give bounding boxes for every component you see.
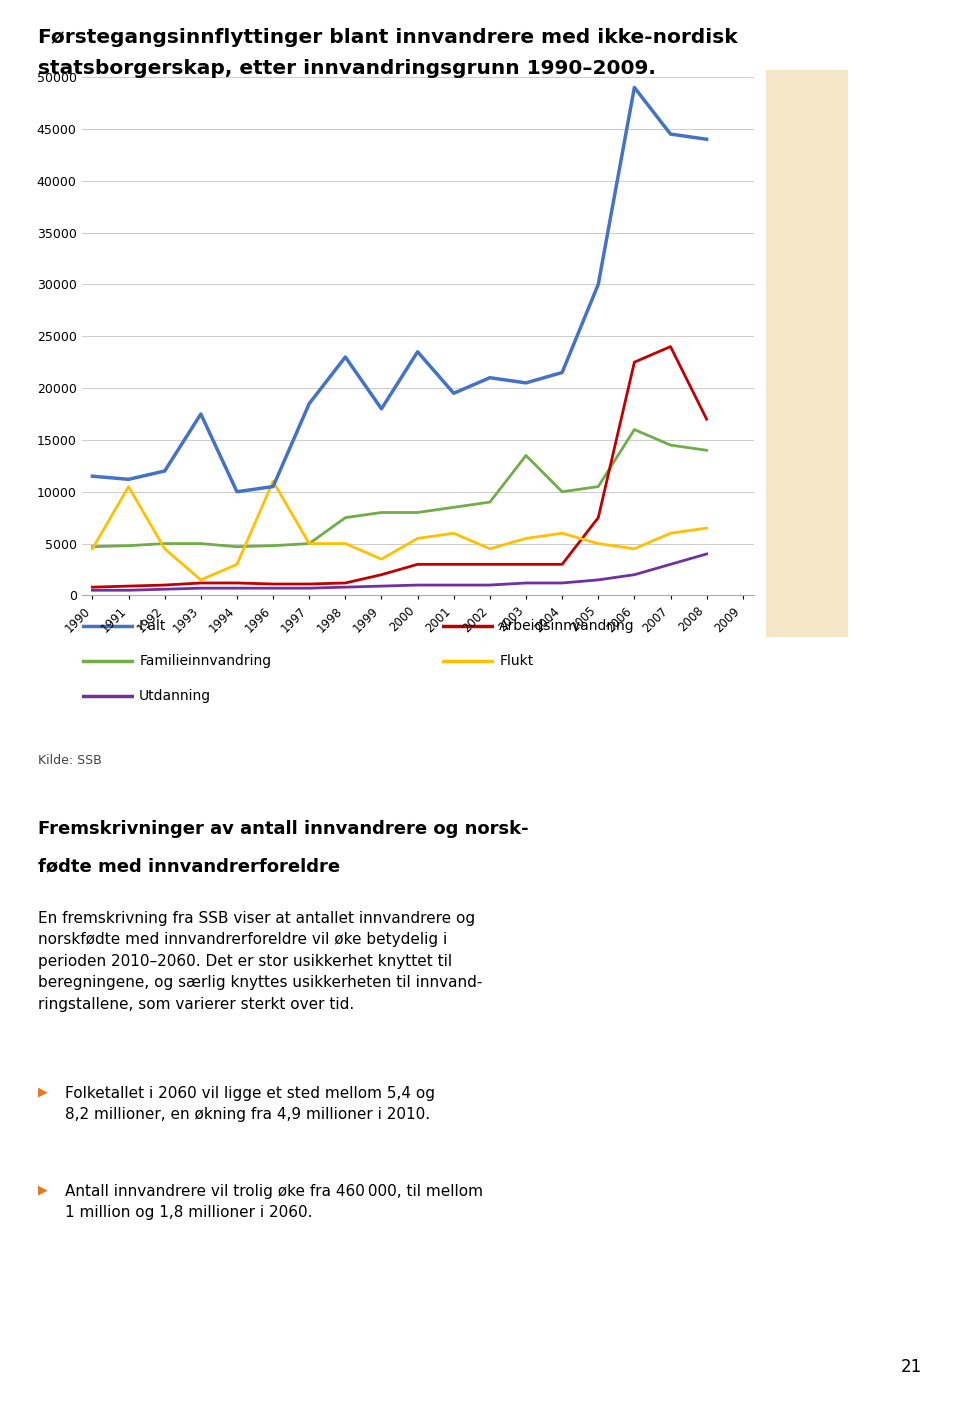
Text: Antall innvandrere vil trolig øke fra 460 000, til mellom
1 million og 1,8 milli: Antall innvandrere vil trolig øke fra 46… xyxy=(65,1184,483,1220)
Text: En fremskrivning fra SSB viser at antallet innvandrere og
norskfødte med innvand: En fremskrivning fra SSB viser at antall… xyxy=(38,911,483,1012)
Text: Førstegangsinnflyttinger blant innvandrere med ikke-nordisk: Førstegangsinnflyttinger blant innvandre… xyxy=(38,28,738,48)
Text: ▶: ▶ xyxy=(38,1086,48,1098)
Text: ▶: ▶ xyxy=(38,1184,48,1196)
Text: Kilde: SSB: Kilde: SSB xyxy=(38,754,102,766)
Text: Arbeidsinnvandring: Arbeidsinnvandring xyxy=(499,619,635,633)
Text: Utdanning: Utdanning xyxy=(139,689,211,703)
Text: 21: 21 xyxy=(900,1358,922,1376)
Text: Folketallet i 2060 vil ligge et sted mellom 5,4 og
8,2 millioner, en økning fra : Folketallet i 2060 vil ligge et sted mel… xyxy=(65,1086,435,1122)
Text: Flukt: Flukt xyxy=(499,654,534,668)
Text: I alt: I alt xyxy=(139,619,165,633)
Text: fødte med innvandrerforeldre: fødte med innvandrerforeldre xyxy=(38,857,341,876)
Text: statsborgerskap, etter innvandringsgrunn 1990–2009.: statsborgerskap, etter innvandringsgrunn… xyxy=(38,59,657,78)
Text: Familieinnvandring: Familieinnvandring xyxy=(139,654,272,668)
Text: Fremskrivninger av antall innvandrere og norsk-: Fremskrivninger av antall innvandrere og… xyxy=(38,820,529,838)
